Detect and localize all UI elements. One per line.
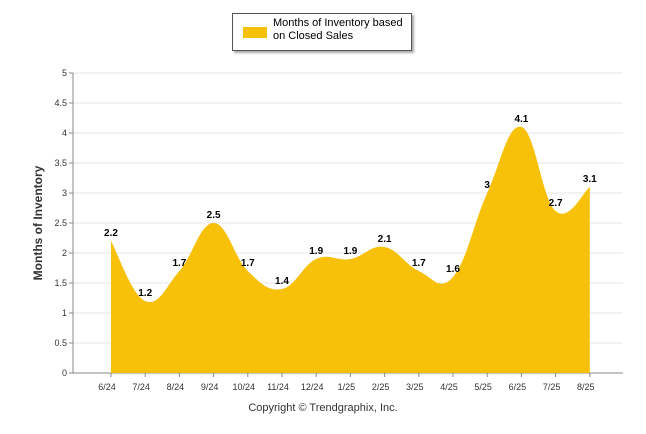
data-label: 1.4 <box>275 276 289 287</box>
x-tick-label: 4/25 <box>440 382 458 392</box>
x-tick-label: 7/24 <box>132 382 150 392</box>
data-label: 3.1 <box>583 174 597 185</box>
y-tick-label: 2.5 <box>54 218 67 228</box>
y-tick-label: 3 <box>62 188 67 198</box>
x-tick-label: 6/25 <box>509 382 527 392</box>
x-tick-label: 8/25 <box>577 382 595 392</box>
y-axis-title: Months of Inventory <box>31 165 45 280</box>
y-tick-label: 4 <box>62 128 67 138</box>
y-tick-label: 1 <box>62 308 67 318</box>
data-label: 2.2 <box>104 228 118 239</box>
x-tick-label: 5/25 <box>474 382 492 392</box>
data-label: 1.7 <box>412 258 426 269</box>
data-label: 3 <box>484 180 490 191</box>
x-tick-label: 3/25 <box>406 382 424 392</box>
data-label: 4.1 <box>514 114 528 125</box>
x-tick-label: 1/25 <box>338 382 356 392</box>
x-tick-label: 7/25 <box>543 382 561 392</box>
x-tick-label: 8/24 <box>167 382 185 392</box>
x-tick-label: 11/24 <box>267 382 289 392</box>
x-tick-label: 10/24 <box>233 382 256 392</box>
data-label: 1.7 <box>172 258 186 269</box>
x-tick-label: 2/25 <box>372 382 390 392</box>
chart-legend: Months of Inventory based on Closed Sale… <box>232 13 412 51</box>
copyright-text: Copyright © Trendgraphix, Inc. <box>248 402 398 414</box>
data-label: 2.5 <box>207 210 221 221</box>
legend-swatch <box>243 27 267 38</box>
y-tick-label: 3.5 <box>54 158 67 168</box>
y-tick-label: 2 <box>62 248 67 258</box>
data-label: 1.7 <box>241 258 255 269</box>
x-tick-label: 6/24 <box>98 382 116 392</box>
data-label: 2.1 <box>378 234 392 245</box>
data-label: 2.7 <box>549 198 563 209</box>
y-tick-label: 4.5 <box>54 98 67 108</box>
legend-label: Months of Inventory based on Closed Sale… <box>273 17 403 42</box>
y-tick-label: 5 <box>62 68 67 78</box>
y-tick-label: 0 <box>62 368 67 378</box>
series-area <box>111 126 590 373</box>
data-label: 1.2 <box>138 288 152 299</box>
x-tick-label: 12/24 <box>301 382 324 392</box>
y-tick-label: 1.5 <box>54 278 67 288</box>
x-tick-label: 9/24 <box>201 382 219 392</box>
data-label: 1.6 <box>446 264 460 275</box>
y-tick-label: 0.5 <box>54 338 67 348</box>
data-label: 1.9 <box>343 246 357 257</box>
data-label: 1.9 <box>309 246 323 257</box>
